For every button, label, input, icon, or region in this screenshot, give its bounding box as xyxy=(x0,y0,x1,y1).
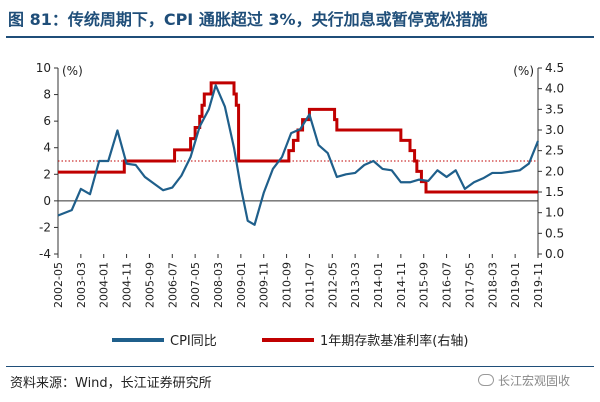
right-tick-label: 1.0 xyxy=(545,206,564,220)
right-tick-label: 4.0 xyxy=(545,82,564,96)
left-tick-label: -4 xyxy=(39,247,51,261)
x-tick-label: 2008-03 xyxy=(212,262,225,308)
x-tick-label: 2007-05 xyxy=(189,262,202,308)
x-tick-label: 2004-01 xyxy=(98,262,111,308)
right-tick-label: 0.5 xyxy=(545,226,564,240)
right-unit-label: (%) xyxy=(513,64,534,78)
left-tick-label: -2 xyxy=(39,220,51,234)
watermark: 长江宏观固收 xyxy=(478,372,570,389)
right-tick-label: 3.5 xyxy=(545,102,564,116)
right-tick-label: 0.0 xyxy=(545,247,564,261)
right-tick-label: 3.0 xyxy=(545,123,564,137)
left-tick-label: 10 xyxy=(36,61,51,75)
legend-item-rate: 1年期存款基准利率(右轴) xyxy=(262,330,468,349)
chart-title: 图 81：传统周期下，CPI 通胀超过 3%，央行加息或暂停宽松措施 xyxy=(8,10,488,29)
x-tick-label: 2016-07 xyxy=(441,262,454,308)
x-tick-label: 2009-01 xyxy=(235,262,248,308)
left-unit-label: (%) xyxy=(62,64,83,78)
x-tick-label: 2004-11 xyxy=(121,262,134,308)
source-note: 资料来源：Wind，长江证券研究所 xyxy=(10,376,212,391)
x-tick-label: 2018-03 xyxy=(486,262,499,308)
x-tick-label: 2019-11 xyxy=(532,262,545,308)
left-tick-label: 0 xyxy=(43,194,51,208)
x-tick-label: 2014-11 xyxy=(395,262,408,308)
title-divider xyxy=(6,36,594,38)
legend-swatch-cpi xyxy=(112,337,164,342)
footer-divider xyxy=(6,366,594,367)
x-tick-label: 2003-03 xyxy=(75,262,88,308)
wechat-icon xyxy=(478,374,494,386)
x-tick-label: 2014-01 xyxy=(372,262,385,308)
x-tick-label: 2012-05 xyxy=(326,262,339,308)
x-tick-label: 2017-05 xyxy=(463,262,476,308)
chart-canvas: -4 -2 0 2 4 6 8 10 0.0 0.5 1.0 1.5 2.0 2.5 3.0 3.5 4.0 4.… xyxy=(36,61,564,308)
x-tick-label: 2002-05 xyxy=(52,262,65,308)
watermark-text: 长江宏观固收 xyxy=(498,374,571,388)
legend-item-cpi: CPI同比 xyxy=(112,330,217,349)
legend-label-cpi: CPI同比 xyxy=(170,334,217,349)
x-tick-label: 2019-01 xyxy=(509,262,522,308)
x-tick-label: 2006-07 xyxy=(166,262,179,308)
left-tick-label: 6 xyxy=(43,114,51,128)
right-tick-label: 4.5 xyxy=(545,61,564,75)
right-tick-label: 2.5 xyxy=(545,144,564,158)
series-line-cpi xyxy=(57,84,540,226)
right-tick-label: 1.5 xyxy=(545,185,564,199)
left-tick-label: 2 xyxy=(43,167,51,181)
x-tick-label: 2005-09 xyxy=(143,262,156,308)
legend-label-rate: 1年期存款基准利率(右轴) xyxy=(320,334,469,349)
left-tick-label: 4 xyxy=(43,141,51,155)
x-tick-label: 2009-11 xyxy=(258,262,271,308)
x-tick-label: 2011-07 xyxy=(303,262,316,308)
series-line-deposit-rate xyxy=(58,81,538,194)
x-tick-label: 2015-09 xyxy=(418,262,431,308)
x-tick-label: 2013-03 xyxy=(349,262,362,308)
right-tick-label: 2.0 xyxy=(545,164,564,178)
x-tick-label: 2010-09 xyxy=(281,262,294,308)
legend-swatch-rate xyxy=(262,337,314,342)
left-tick-label: 8 xyxy=(43,88,51,102)
